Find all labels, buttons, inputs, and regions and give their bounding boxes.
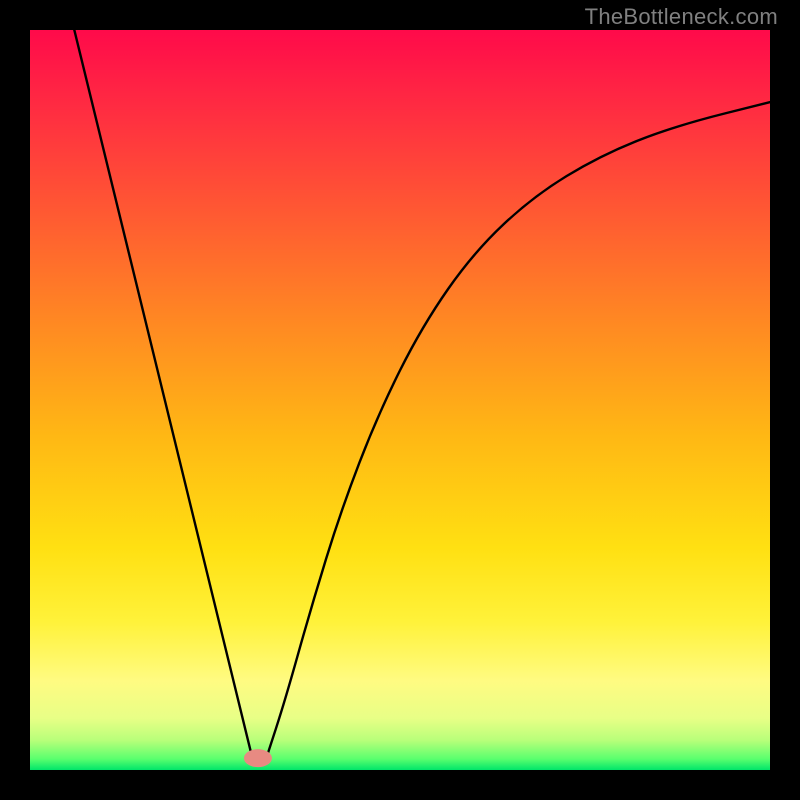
- watermark-text: TheBottleneck.com: [585, 4, 778, 30]
- curve-svg: [30, 30, 770, 770]
- plot-area: [30, 30, 770, 770]
- bottleneck-curve: [71, 30, 770, 759]
- vertex-marker: [244, 749, 272, 767]
